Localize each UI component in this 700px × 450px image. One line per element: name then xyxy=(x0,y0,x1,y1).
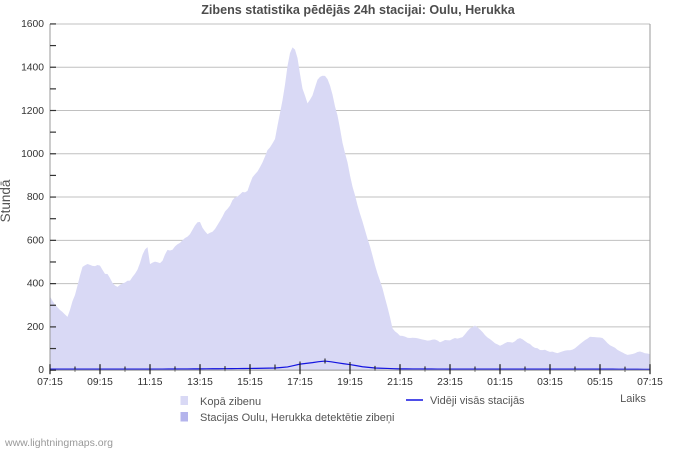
svg-text:400: 400 xyxy=(27,279,44,290)
svg-text:1000: 1000 xyxy=(21,149,44,160)
svg-text:07:15: 07:15 xyxy=(637,377,663,388)
svg-text:09:15: 09:15 xyxy=(87,377,113,388)
svg-text:21:15: 21:15 xyxy=(387,377,413,388)
svg-text:Kopā zibenu: Kopā zibenu xyxy=(200,396,261,408)
svg-text:Stundā: Stundā xyxy=(0,179,13,222)
svg-text:05:15: 05:15 xyxy=(587,377,613,388)
svg-text:Laiks: Laiks xyxy=(620,393,646,405)
svg-text:03:15: 03:15 xyxy=(537,377,563,388)
svg-text:1200: 1200 xyxy=(21,106,44,117)
svg-text:01:15: 01:15 xyxy=(487,377,513,388)
svg-text:17:15: 17:15 xyxy=(287,377,313,388)
svg-text:0: 0 xyxy=(38,365,44,376)
svg-text:www.lightningmaps.org: www.lightningmaps.org xyxy=(4,437,113,449)
svg-text:600: 600 xyxy=(27,235,44,246)
svg-text:11:15: 11:15 xyxy=(137,377,162,388)
svg-text:07:15: 07:15 xyxy=(37,377,63,388)
svg-text:1600: 1600 xyxy=(21,19,44,30)
svg-text:19:15: 19:15 xyxy=(337,377,363,388)
svg-text:Stacijas Oulu, Herukka detektē: Stacijas Oulu, Herukka detektētie zibeņi xyxy=(200,412,394,424)
svg-text:1400: 1400 xyxy=(21,63,44,74)
svg-text:800: 800 xyxy=(27,192,44,203)
svg-text:13:15: 13:15 xyxy=(187,377,213,388)
svg-text:23:15: 23:15 xyxy=(437,377,463,388)
svg-text:Vidēji visās stacijās: Vidēji visās stacijās xyxy=(430,395,525,407)
svg-text:15:15: 15:15 xyxy=(237,377,263,388)
svg-text:200: 200 xyxy=(27,322,44,333)
